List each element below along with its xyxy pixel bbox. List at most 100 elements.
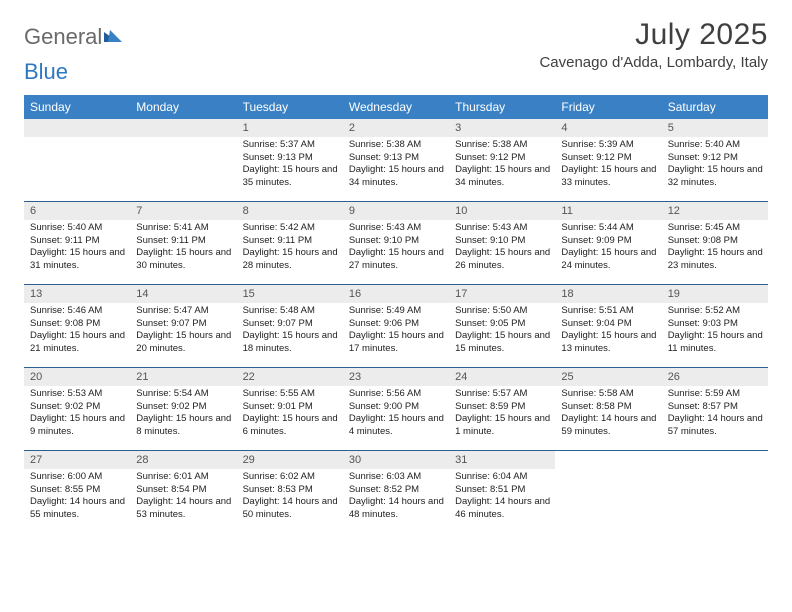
day-number: 16 <box>343 285 449 303</box>
day-cell: 25Sunrise: 5:58 AMSunset: 8:58 PMDayligh… <box>555 368 661 450</box>
sunset-text: Sunset: 9:02 PM <box>136 401 232 414</box>
sunset-text: Sunset: 9:10 PM <box>455 235 551 248</box>
day-body: Sunrise: 6:04 AMSunset: 8:51 PMDaylight:… <box>449 469 555 525</box>
flag-icon <box>104 24 124 50</box>
day-number: 26 <box>662 368 768 386</box>
day-body: Sunrise: 5:41 AMSunset: 9:11 PMDaylight:… <box>130 220 236 276</box>
sunrise-text: Sunrise: 5:45 AM <box>668 222 764 235</box>
sunset-text: Sunset: 9:04 PM <box>561 318 657 331</box>
day-number: 14 <box>130 285 236 303</box>
day-cell: 15Sunrise: 5:48 AMSunset: 9:07 PMDayligh… <box>237 285 343 367</box>
sunrise-text: Sunrise: 6:02 AM <box>243 471 339 484</box>
logo-text-blue: Blue <box>24 59 68 85</box>
sunrise-text: Sunrise: 5:44 AM <box>561 222 657 235</box>
day-number: 18 <box>555 285 661 303</box>
sunset-text: Sunset: 9:01 PM <box>243 401 339 414</box>
sunset-text: Sunset: 9:11 PM <box>30 235 126 248</box>
sunset-text: Sunset: 8:52 PM <box>349 484 445 497</box>
daylight-text: Daylight: 15 hours and 11 minutes. <box>668 330 764 355</box>
day-cell: 30Sunrise: 6:03 AMSunset: 8:52 PMDayligh… <box>343 451 449 533</box>
day-number: 28 <box>130 451 236 469</box>
sunset-text: Sunset: 9:11 PM <box>136 235 232 248</box>
day-cell: 16Sunrise: 5:49 AMSunset: 9:06 PMDayligh… <box>343 285 449 367</box>
daylight-text: Daylight: 15 hours and 35 minutes. <box>243 164 339 189</box>
sunset-text: Sunset: 9:10 PM <box>349 235 445 248</box>
weekday-header: Tuesday <box>237 95 343 119</box>
daylight-text: Daylight: 14 hours and 59 minutes. <box>561 413 657 438</box>
daylight-text: Daylight: 14 hours and 57 minutes. <box>668 413 764 438</box>
logo-text-general: General <box>24 24 102 50</box>
sunset-text: Sunset: 9:00 PM <box>349 401 445 414</box>
day-number: 21 <box>130 368 236 386</box>
daylight-text: Daylight: 15 hours and 20 minutes. <box>136 330 232 355</box>
day-number: 6 <box>24 202 130 220</box>
sunset-text: Sunset: 9:13 PM <box>243 152 339 165</box>
day-number <box>24 119 130 137</box>
sunrise-text: Sunrise: 5:59 AM <box>668 388 764 401</box>
daylight-text: Daylight: 15 hours and 6 minutes. <box>243 413 339 438</box>
day-body: Sunrise: 5:55 AMSunset: 9:01 PMDaylight:… <box>237 386 343 442</box>
day-body: Sunrise: 5:49 AMSunset: 9:06 PMDaylight:… <box>343 303 449 359</box>
day-body: Sunrise: 5:59 AMSunset: 8:57 PMDaylight:… <box>662 386 768 442</box>
daylight-text: Daylight: 15 hours and 24 minutes. <box>561 247 657 272</box>
sunset-text: Sunset: 9:12 PM <box>455 152 551 165</box>
day-body: Sunrise: 6:00 AMSunset: 8:55 PMDaylight:… <box>24 469 130 525</box>
week-row: 1Sunrise: 5:37 AMSunset: 9:13 PMDaylight… <box>24 119 768 202</box>
day-number: 8 <box>237 202 343 220</box>
sunset-text: Sunset: 8:57 PM <box>668 401 764 414</box>
day-body: Sunrise: 5:38 AMSunset: 9:12 PMDaylight:… <box>449 137 555 193</box>
day-body: Sunrise: 5:39 AMSunset: 9:12 PMDaylight:… <box>555 137 661 193</box>
sunset-text: Sunset: 9:06 PM <box>349 318 445 331</box>
sunrise-text: Sunrise: 6:00 AM <box>30 471 126 484</box>
calendar-page: General July 2025 Cavenago d'Adda, Lomba… <box>0 0 792 553</box>
day-cell: 21Sunrise: 5:54 AMSunset: 9:02 PMDayligh… <box>130 368 236 450</box>
sunrise-text: Sunrise: 5:51 AM <box>561 305 657 318</box>
day-body: Sunrise: 5:44 AMSunset: 9:09 PMDaylight:… <box>555 220 661 276</box>
weekday-header: Friday <box>555 95 661 119</box>
sunset-text: Sunset: 8:53 PM <box>243 484 339 497</box>
sunset-text: Sunset: 9:02 PM <box>30 401 126 414</box>
day-body: Sunrise: 5:50 AMSunset: 9:05 PMDaylight:… <box>449 303 555 359</box>
daylight-text: Daylight: 15 hours and 32 minutes. <box>668 164 764 189</box>
daylight-text: Daylight: 15 hours and 33 minutes. <box>561 164 657 189</box>
day-number: 4 <box>555 119 661 137</box>
weeks-container: 1Sunrise: 5:37 AMSunset: 9:13 PMDaylight… <box>24 119 768 533</box>
daylight-text: Daylight: 15 hours and 18 minutes. <box>243 330 339 355</box>
sunrise-text: Sunrise: 5:42 AM <box>243 222 339 235</box>
sunrise-text: Sunrise: 5:57 AM <box>455 388 551 401</box>
daylight-text: Daylight: 15 hours and 27 minutes. <box>349 247 445 272</box>
week-row: 13Sunrise: 5:46 AMSunset: 9:08 PMDayligh… <box>24 285 768 368</box>
sunrise-text: Sunrise: 5:43 AM <box>349 222 445 235</box>
sunrise-text: Sunrise: 5:46 AM <box>30 305 126 318</box>
day-body: Sunrise: 5:45 AMSunset: 9:08 PMDaylight:… <box>662 220 768 276</box>
logo: General <box>24 18 124 50</box>
daylight-text: Daylight: 15 hours and 34 minutes. <box>455 164 551 189</box>
daylight-text: Daylight: 14 hours and 55 minutes. <box>30 496 126 521</box>
day-number: 12 <box>662 202 768 220</box>
sunrise-text: Sunrise: 6:01 AM <box>136 471 232 484</box>
day-body: Sunrise: 5:57 AMSunset: 8:59 PMDaylight:… <box>449 386 555 442</box>
sunrise-text: Sunrise: 5:38 AM <box>349 139 445 152</box>
day-cell: 17Sunrise: 5:50 AMSunset: 9:05 PMDayligh… <box>449 285 555 367</box>
day-number: 20 <box>24 368 130 386</box>
day-body: Sunrise: 5:43 AMSunset: 9:10 PMDaylight:… <box>449 220 555 276</box>
day-cell: 4Sunrise: 5:39 AMSunset: 9:12 PMDaylight… <box>555 119 661 201</box>
sunrise-text: Sunrise: 5:56 AM <box>349 388 445 401</box>
day-cell: 1Sunrise: 5:37 AMSunset: 9:13 PMDaylight… <box>237 119 343 201</box>
day-cell: 31Sunrise: 6:04 AMSunset: 8:51 PMDayligh… <box>449 451 555 533</box>
daylight-text: Daylight: 15 hours and 13 minutes. <box>561 330 657 355</box>
day-body: Sunrise: 5:48 AMSunset: 9:07 PMDaylight:… <box>237 303 343 359</box>
day-cell: 27Sunrise: 6:00 AMSunset: 8:55 PMDayligh… <box>24 451 130 533</box>
day-body: Sunrise: 6:03 AMSunset: 8:52 PMDaylight:… <box>343 469 449 525</box>
day-number: 3 <box>449 119 555 137</box>
daylight-text: Daylight: 15 hours and 21 minutes. <box>30 330 126 355</box>
sunset-text: Sunset: 9:07 PM <box>243 318 339 331</box>
day-body: Sunrise: 5:46 AMSunset: 9:08 PMDaylight:… <box>24 303 130 359</box>
daylight-text: Daylight: 15 hours and 8 minutes. <box>136 413 232 438</box>
day-body: Sunrise: 5:52 AMSunset: 9:03 PMDaylight:… <box>662 303 768 359</box>
sunrise-text: Sunrise: 5:38 AM <box>455 139 551 152</box>
day-body: Sunrise: 5:38 AMSunset: 9:13 PMDaylight:… <box>343 137 449 193</box>
day-body: Sunrise: 5:47 AMSunset: 9:07 PMDaylight:… <box>130 303 236 359</box>
day-cell: 28Sunrise: 6:01 AMSunset: 8:54 PMDayligh… <box>130 451 236 533</box>
sunrise-text: Sunrise: 5:55 AM <box>243 388 339 401</box>
